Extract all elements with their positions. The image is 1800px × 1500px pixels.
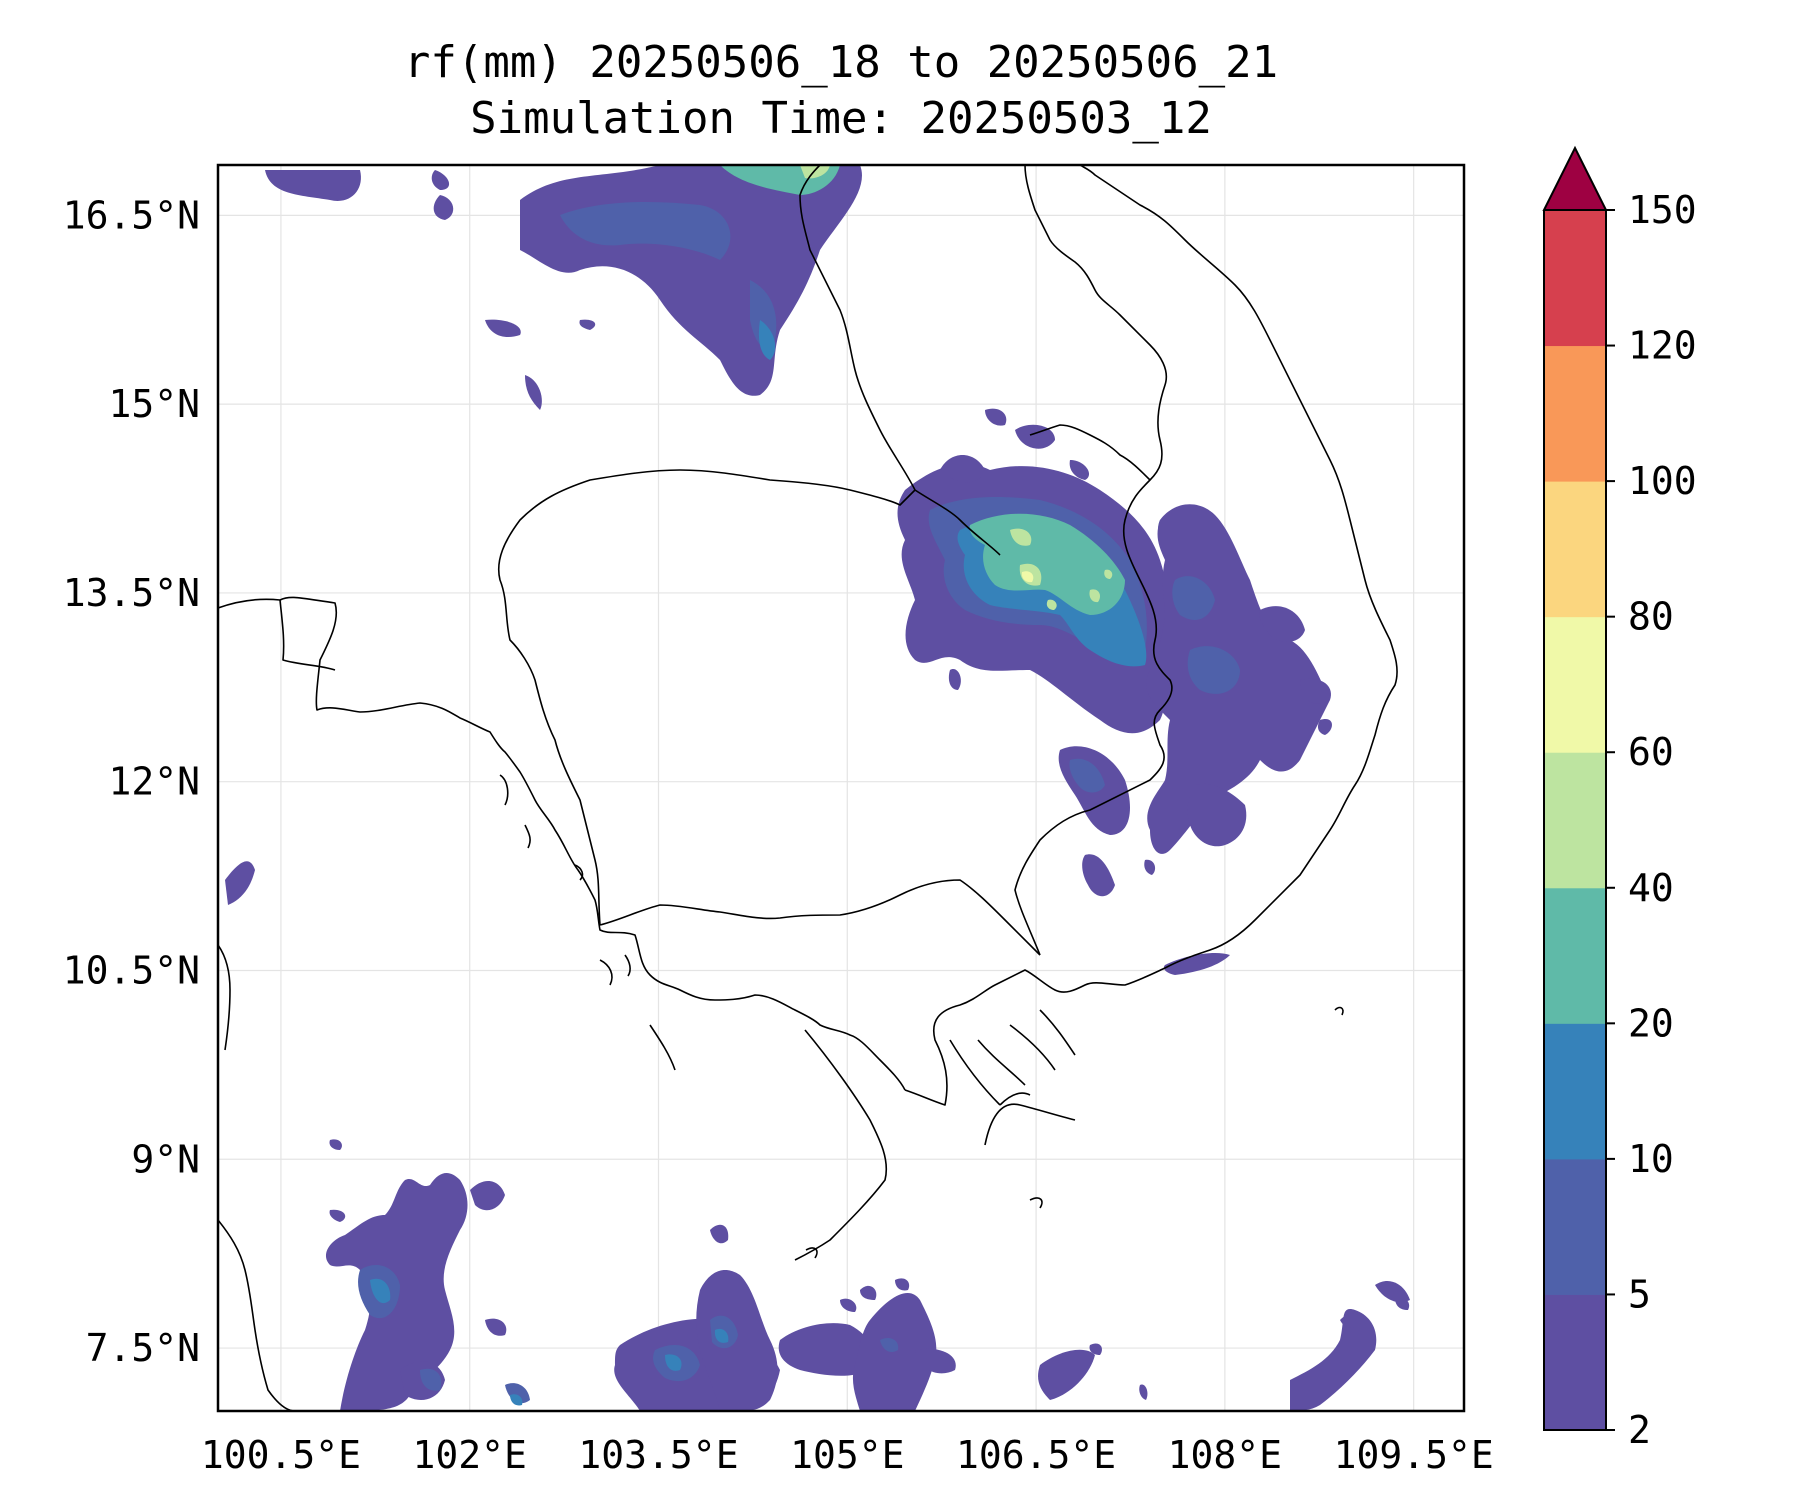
colorbar: 2 5 10 20 40 60 80 100 120 150 [1542,145,1697,1452]
colorbar-segments [1542,145,1608,1431]
colorbar-tick-label: 60 [1628,730,1674,774]
y-tick-label: 16.5°N [63,193,200,237]
colorbar-extend-arrow [1542,145,1608,211]
colorbar-tick-label: 100 [1628,459,1697,503]
colorbar-tick-label: 40 [1628,866,1674,910]
y-tick-label: 9°N [131,1137,200,1181]
rain-area-south [225,861,1410,1411]
y-tick-label: 12°N [108,760,200,804]
colorbar-segment [1544,1023,1606,1160]
x-tick-label: 109.5°E [1334,1433,1494,1477]
y-axis-ticks: 16.5°N 15°N 13.5°N 12°N 10.5°N 9°N 7.5°N [63,193,200,1370]
colorbar-segment [1544,1294,1606,1431]
colorbar-segment [1544,616,1606,753]
colorbar-tick-label: 5 [1628,1272,1651,1316]
colorbar-segment [1544,481,1606,618]
colorbar-tick-label: 2 [1628,1408,1651,1452]
colorbar-ticks: 2 5 10 20 40 60 80 100 120 150 [1606,188,1697,1452]
x-tick-label: 100.5°E [201,1433,361,1477]
colorbar-segment [1544,752,1606,889]
rainfall-shading [225,165,1410,1411]
map-title: rf(mm) 20250506_18 to 20250506_21 [403,37,1279,88]
x-tick-label: 108°E [1168,1433,1282,1477]
plot-area [218,165,1464,1411]
colorbar-segment [1544,887,1606,1024]
map-subtitle: Simulation Time: 20250503_12 [470,93,1212,144]
plot-frame [216,163,1466,1413]
colorbar-outline [1543,210,1607,1431]
y-tick-label: 13.5°N [63,571,200,615]
x-axis-ticks: 100.5°E 102°E 103.5°E 105°E 106.5°E 108°E 109.… [201,1433,1494,1477]
gridlines [218,165,1464,1411]
rain-area-central-highlands [897,408,1332,975]
colorbar-tick-label: 20 [1628,1001,1674,1045]
colorbar-segment [1544,1158,1606,1295]
colorbar-segment [1544,345,1606,482]
x-tick-label: 102°E [413,1433,527,1477]
rain-area-northern-laos [265,165,862,410]
colorbar-tick-label: 10 [1628,1137,1674,1181]
x-tick-label: 106.5°E [956,1433,1116,1477]
colorbar-tick-label: 120 [1628,324,1697,368]
x-tick-label: 105°E [790,1433,904,1477]
y-tick-label: 7.5°N [86,1326,200,1370]
colorbar-tick-label: 150 [1628,188,1697,232]
y-tick-label: 10.5°N [63,948,200,992]
x-tick-label: 103.5°E [578,1433,738,1477]
colorbar-segment [1544,210,1606,347]
country-borders [279,165,1173,956]
y-tick-label: 15°N [108,382,200,426]
colorbar-tick-label: 80 [1628,595,1674,639]
coastlines-and-borders [218,165,1398,1411]
